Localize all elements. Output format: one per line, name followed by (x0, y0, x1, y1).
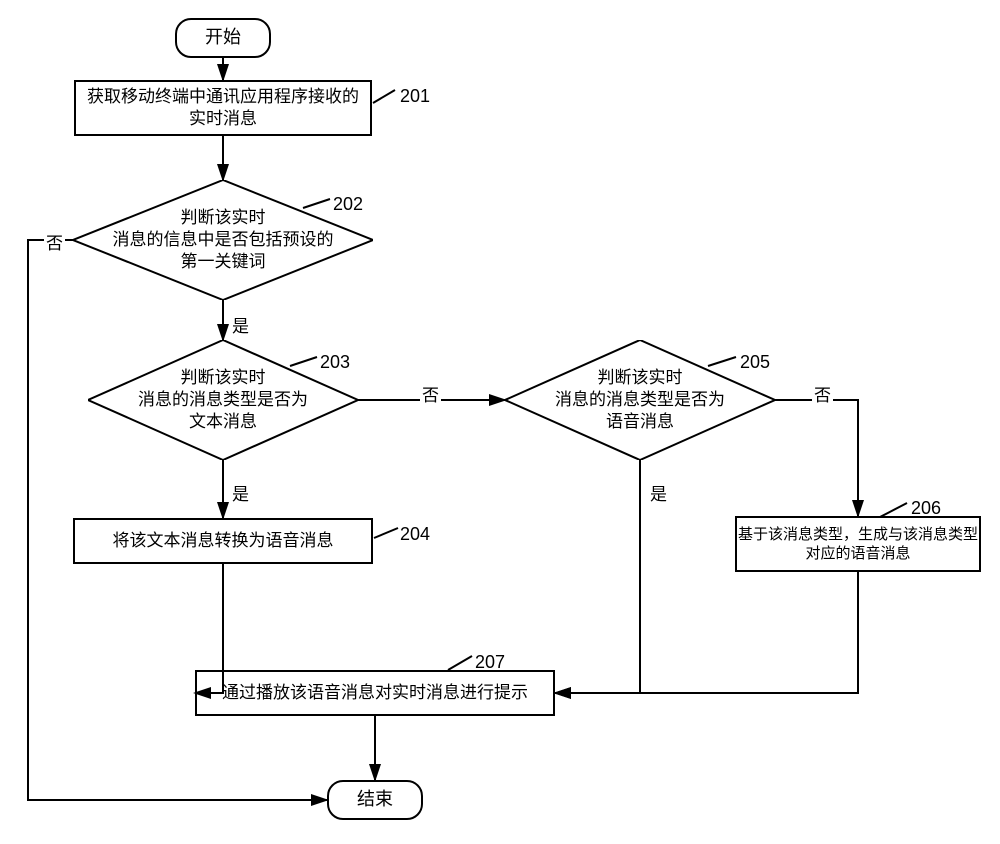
edge-label-text: 是 (232, 317, 249, 336)
decision-202-label: 判断该实时 消息的信息中是否包括预设的 第一关键词 (113, 207, 334, 273)
flowchart-canvas: 开始 获取移动终端中通讯应用程序接收的 实时消息 判断该实时 消息的信息中是否包… (0, 0, 1000, 844)
start-node: 开始 (175, 18, 271, 58)
process-204: 将该文本消息转换为语音消息 (73, 518, 373, 564)
edge-label-203-yes: 是 (230, 480, 251, 505)
num-206-text: 206 (911, 498, 941, 518)
edge-label-text: 否 (422, 386, 439, 405)
edge-label-text: 是 (650, 485, 667, 504)
num-207-text: 207 (475, 652, 505, 672)
process-207: 通过播放该语音消息对实时消息进行提示 (195, 670, 555, 716)
num-207: 207 (475, 652, 505, 673)
process-204-label: 将该文本消息转换为语音消息 (113, 530, 334, 552)
decision-203: 判断该实时 消息的消息类型是否为 文本消息 (88, 340, 358, 460)
num-202: 202 (333, 194, 363, 215)
edge-label-203-no: 否 (420, 381, 441, 406)
num-204-text: 204 (400, 524, 430, 544)
num-203: 203 (320, 352, 350, 373)
edge-label-205-yes: 是 (648, 480, 669, 505)
edge-label-text: 否 (46, 234, 63, 253)
num-203-text: 203 (320, 352, 350, 372)
process-207-label: 通过播放该语音消息对实时消息进行提示 (222, 682, 528, 704)
num-205-text: 205 (740, 352, 770, 372)
num-201-text: 201 (400, 86, 430, 106)
process-201-label: 获取移动终端中通讯应用程序接收的 实时消息 (87, 86, 359, 130)
decision-202: 判断该实时 消息的信息中是否包括预设的 第一关键词 (73, 180, 373, 300)
process-206: 基于该消息类型，生成与该消息类型 对应的语音消息 (735, 516, 981, 572)
num-205: 205 (740, 352, 770, 373)
end-node: 结束 (327, 780, 423, 820)
edge-label-202-yes: 是 (230, 312, 251, 337)
start-label: 开始 (205, 26, 241, 49)
num-206: 206 (911, 498, 941, 519)
num-202-text: 202 (333, 194, 363, 214)
decision-205-label: 判断该实时 消息的消息类型是否为 语音消息 (555, 367, 725, 433)
process-206-label: 基于该消息类型，生成与该消息类型 对应的语音消息 (738, 525, 978, 564)
edge-label-text: 是 (232, 485, 249, 504)
decision-205: 判断该实时 消息的消息类型是否为 语音消息 (505, 340, 775, 460)
end-label: 结束 (357, 788, 393, 811)
edge-label-text: 否 (814, 386, 831, 405)
edge-label-205-no: 否 (812, 381, 833, 406)
process-201: 获取移动终端中通讯应用程序接收的 实时消息 (74, 80, 372, 136)
decision-203-label: 判断该实时 消息的消息类型是否为 文本消息 (138, 367, 308, 433)
edge-label-202-no: 否 (44, 229, 65, 254)
num-201: 201 (400, 86, 430, 107)
num-204: 204 (400, 524, 430, 545)
